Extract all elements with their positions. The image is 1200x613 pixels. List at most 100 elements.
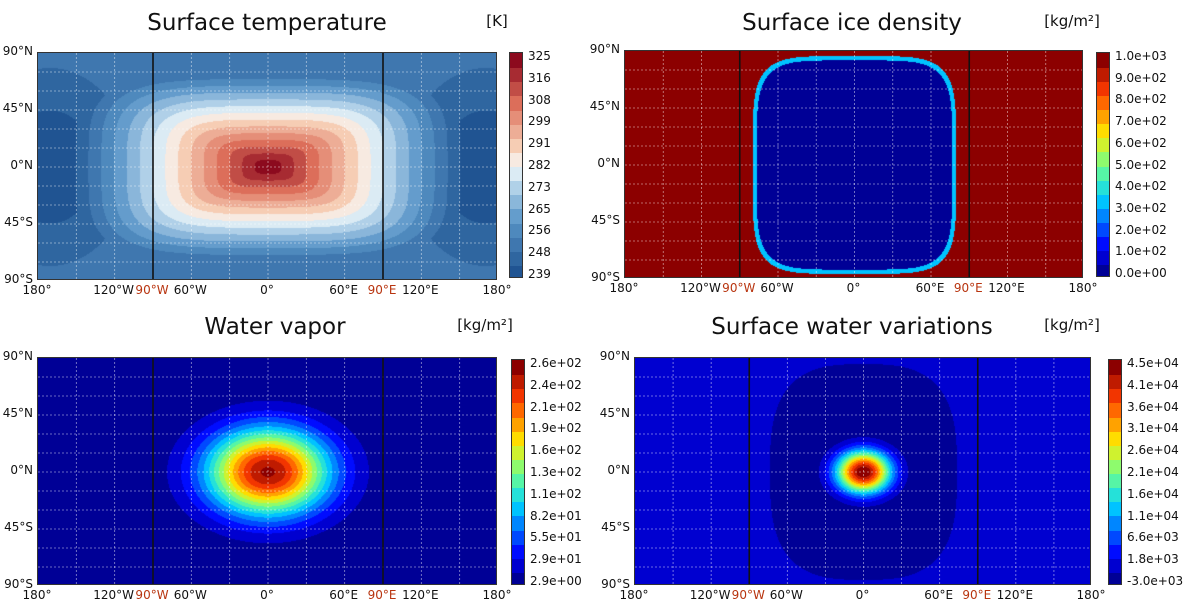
- x-tick-label: 120°W: [93, 283, 135, 297]
- colorbar-tick-label: 248: [528, 245, 551, 260]
- unit-label: [kg/m²]: [1044, 12, 1100, 30]
- colorbar-segment: [512, 430, 524, 446]
- colorbar-tick-label: 2.1e+04: [1127, 465, 1179, 479]
- colorbar-segment: [1097, 179, 1109, 195]
- colorbar-tick-label: 2.1e+02: [530, 399, 582, 414]
- colorbar-segment: [510, 67, 522, 83]
- colorbar-segment: [1109, 487, 1121, 503]
- colorbar-segment: [510, 222, 522, 238]
- colorbar-segment: [1109, 444, 1121, 460]
- colorbar-tick-label: 2.6e+04: [1127, 443, 1179, 458]
- x-tick-label: 60°W: [769, 588, 803, 602]
- colorbar-segment: [512, 529, 524, 545]
- x-tick-label: 120°W: [689, 588, 731, 602]
- heatmap-plot: [37, 52, 497, 280]
- colorbar-segment: [512, 388, 524, 404]
- y-tick-label: 90°S: [4, 272, 33, 286]
- colorbar-segment: [510, 194, 522, 210]
- x-tick-label: 60°E: [915, 281, 945, 295]
- colorbar-segment: [510, 166, 522, 182]
- colorbar-segment: [510, 151, 522, 167]
- x-tick-label: 0°: [846, 281, 861, 295]
- colorbar-segment: [512, 515, 524, 531]
- x-tick-label: 90°W: [731, 588, 765, 602]
- colorbar-tick-label: 5.0e+02: [1115, 157, 1167, 172]
- x-tick-label: 180°: [482, 588, 512, 602]
- y-tick-label: 0°N: [607, 463, 630, 477]
- grid-overlay: [625, 51, 1082, 277]
- colorbar-tick-label: 3.1e+04: [1127, 421, 1179, 436]
- colorbar-tick-label: 4.0e+02: [1115, 179, 1167, 194]
- y-tick-label: 90°N: [589, 42, 620, 56]
- y-tick-label: 45°N: [599, 406, 630, 420]
- colorbar-segment: [1109, 515, 1121, 531]
- colorbar-segment: [1109, 360, 1121, 376]
- colorbar-tick-label: 1.0e+02: [1115, 244, 1167, 259]
- unit-label: [kg/m²]: [1044, 316, 1100, 334]
- colorbar-tick-label: 308: [528, 92, 551, 107]
- colorbar-tick-label: 5.5e+01: [530, 530, 582, 545]
- y-tick-label: 90°N: [2, 44, 33, 58]
- y-tick-label: 45°N: [2, 101, 33, 115]
- colorbar-segment: [512, 557, 524, 573]
- colorbar-segment: [1097, 151, 1109, 167]
- x-tick-label: 90°E: [367, 588, 397, 602]
- colorbar-segment: [1097, 67, 1109, 83]
- colorbar-segment: [1109, 501, 1121, 517]
- colorbar-tick-label: 325: [528, 49, 551, 63]
- colorbar-segment: [1097, 193, 1109, 209]
- colorbar-tick-label: 2.4e+02: [530, 377, 582, 392]
- x-tick-label: 120°E: [402, 283, 439, 297]
- colorbar-segment: [1097, 123, 1109, 139]
- colorbar-tick-label: 3.0e+02: [1115, 200, 1167, 215]
- colorbar-segment: [1097, 207, 1109, 223]
- colorbar-segment: [510, 81, 522, 97]
- colorbar-segment: [1097, 95, 1109, 111]
- colorbar-tick-label: 4.1e+04: [1127, 377, 1179, 392]
- colorbar-segment: [1109, 473, 1121, 489]
- grid-overlay: [38, 53, 496, 279]
- x-tick-label: 60°W: [173, 588, 207, 602]
- x-tick-label: 90°E: [962, 588, 992, 602]
- colorbar-tick-label: 1.8e+03: [1127, 552, 1179, 567]
- x-tick-label: 90°E: [367, 283, 397, 297]
- y-tick-label: 45°S: [591, 213, 620, 227]
- colorbar-segment: [1109, 388, 1121, 404]
- colorbar-segment: [1109, 402, 1121, 418]
- colorbar-segment: [512, 473, 524, 489]
- y-tick-label: 45°S: [4, 215, 33, 229]
- colorbar-tick-label: 1.0e+03: [1115, 49, 1167, 63]
- chart-title: Surface ice density: [742, 10, 962, 36]
- colorbar-segment: [1097, 53, 1109, 69]
- colorbar-segment: [1097, 263, 1109, 276]
- x-tick-label: 90°W: [135, 588, 169, 602]
- heatmap-plot: [634, 357, 1091, 585]
- colorbar-segment: [1109, 557, 1121, 573]
- x-tick-label: 180°: [619, 588, 649, 602]
- y-tick-label: 90°N: [2, 349, 33, 363]
- colorbar-tick-label: 1.3e+02: [530, 465, 582, 479]
- colorbar-segment: [1097, 221, 1109, 237]
- colorbar-segment: [1097, 81, 1109, 97]
- colorbar-tick-label: 282: [528, 158, 551, 172]
- colorbar-tick-label: 6.0e+02: [1115, 135, 1167, 150]
- chart-title: Surface temperature: [147, 10, 387, 36]
- colorbar-tick-label: 8.0e+02: [1115, 92, 1167, 107]
- colorbar-tick-label: 299: [528, 114, 551, 129]
- colorbar-tick-label: 0.0e+00: [1115, 266, 1167, 280]
- x-tick-label: 0°: [260, 588, 274, 602]
- x-tick-label: 90°W: [135, 283, 169, 297]
- x-tick-label: 0°: [855, 588, 870, 602]
- colorbar-tick-label: 6.6e+03: [1127, 530, 1179, 545]
- colorbar-tick-label: 2.9e+00: [530, 574, 582, 588]
- y-tick-label: 45°S: [601, 520, 630, 534]
- colorbar-segment: [1097, 235, 1109, 251]
- y-tick-label: 90°N: [599, 349, 630, 363]
- colorbar-segment: [1109, 543, 1121, 559]
- x-tick-label: 60°E: [329, 588, 359, 602]
- colorbar-tick-label: 1.6e+04: [1127, 486, 1179, 501]
- y-tick-label: 45°N: [2, 406, 33, 420]
- colorbar-segment: [512, 458, 524, 474]
- x-tick-label: 60°W: [173, 283, 207, 297]
- x-tick-label: 180°: [1076, 588, 1106, 602]
